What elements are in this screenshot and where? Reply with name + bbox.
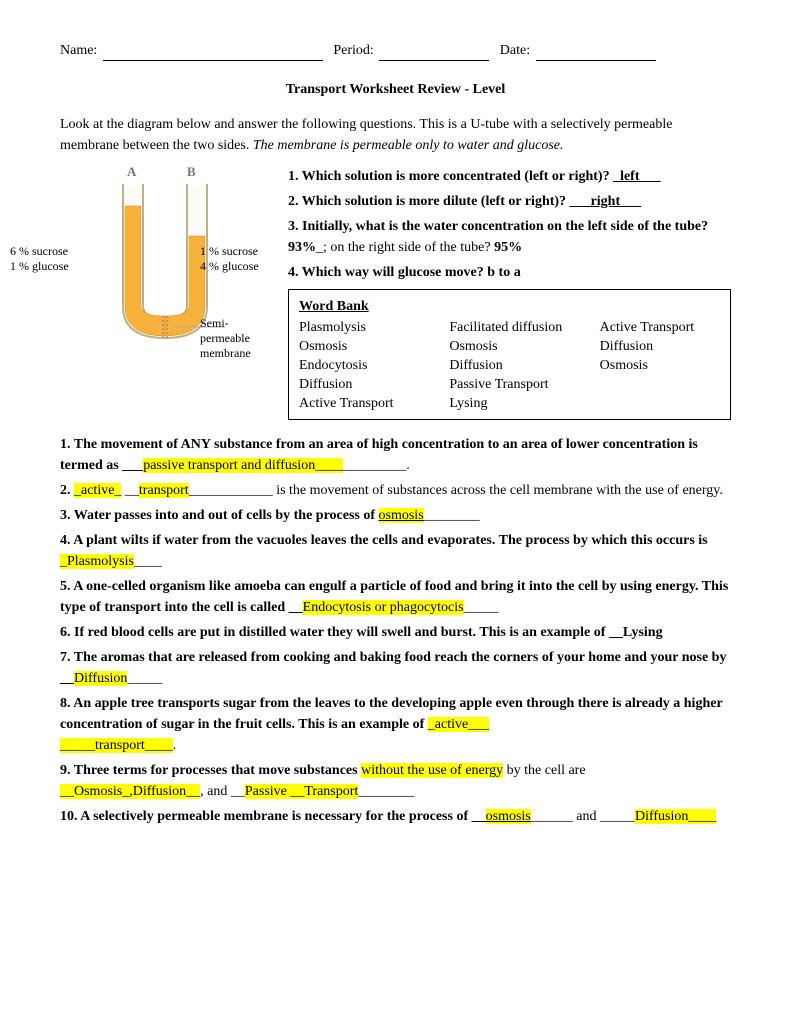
header-line: Name: Period: Date: — [60, 40, 731, 61]
fillin-9: 9. Three terms for processes that move s… — [60, 760, 731, 802]
fillin-5: 5. A one-celled organism like amoeba can… — [60, 576, 731, 618]
wb-item: Endocytosis — [299, 357, 419, 376]
period-blank[interactable] — [379, 46, 489, 61]
diagram-column: A B 6 % sucrose 1 — [60, 166, 270, 353]
diagram-questions: 1. Which solution is more concentrated (… — [288, 166, 731, 420]
q4: 4. Which way will glucose move? b to a — [288, 262, 731, 283]
word-bank-columns: Plasmolysis Osmosis Endocytosis Diffusio… — [299, 319, 720, 413]
wb-col-2: Facilitated diffusion Osmosis Diffusion … — [449, 319, 569, 413]
fillin-6: 6. If red blood cells are put in distill… — [60, 622, 731, 643]
word-bank: Word Bank Plasmolysis Osmosis Endocytosi… — [288, 289, 731, 420]
fill-in-questions: 1. The movement of ANY substance from an… — [60, 434, 731, 827]
diagram-and-questions: A B 6 % sucrose 1 — [60, 166, 731, 420]
tube-label-b: B — [187, 162, 196, 182]
tube-label-a: A — [127, 162, 136, 182]
fillin-10: 10. A selectively permeable membrane is … — [60, 806, 731, 827]
fillin-4: 4. A plant wilts if water from the vacuo… — [60, 530, 731, 572]
wb-item: Osmosis — [299, 338, 419, 357]
wb-item: Osmosis — [600, 357, 720, 376]
wb-item: Osmosis — [449, 338, 569, 357]
wb-item: Diffusion — [600, 338, 720, 357]
q3: 3. Initially, what is the water concentr… — [288, 216, 731, 258]
page-title: Transport Worksheet Review - Level — [60, 79, 731, 100]
date-label: Date: — [500, 43, 530, 58]
wb-item: Facilitated diffusion — [449, 319, 569, 338]
wb-col-1: Plasmolysis Osmosis Endocytosis Diffusio… — [299, 319, 419, 413]
intro-italic: The membrane is permeable only to water … — [253, 138, 564, 153]
wb-item: Plasmolysis — [299, 319, 419, 338]
wb-item: Diffusion — [449, 357, 569, 376]
wb-item: Passive Transport — [449, 376, 569, 395]
wb-item: Diffusion — [299, 376, 419, 395]
fillin-8: 8. An apple tree transports sugar from t… — [60, 693, 731, 756]
fillin-3: 3. Water passes into and out of cells by… — [60, 505, 731, 526]
wb-item: Lysing — [449, 395, 569, 414]
intro-text: Look at the diagram below and answer the… — [60, 114, 731, 156]
name-blank[interactable] — [103, 46, 323, 61]
name-label: Name: — [60, 43, 97, 58]
wb-col-3: Active Transport Diffusion Osmosis — [600, 319, 720, 413]
date-blank[interactable] — [536, 46, 656, 61]
right-conc-label: 1 % sucrose 4 % glucose — [200, 244, 259, 274]
fillin-2: 2. _active_ __transport____________ is t… — [60, 480, 731, 501]
wb-item: Active Transport — [600, 319, 720, 338]
fillin-7: 7. The aromas that are released from coo… — [60, 647, 731, 689]
word-bank-title: Word Bank — [299, 296, 720, 317]
wb-item: Active Transport — [299, 395, 419, 414]
q2: 2. Which solution is more dilute (left o… — [288, 191, 731, 212]
membrane-label: Semi-permeable membrane — [200, 316, 270, 361]
left-conc-label: 6 % sucrose 1 % glucose — [10, 244, 69, 274]
q1: 1. Which solution is more concentrated (… — [288, 166, 731, 187]
fillin-1: 1. The movement of ANY substance from an… — [60, 434, 731, 476]
period-label: Period: — [333, 43, 373, 58]
